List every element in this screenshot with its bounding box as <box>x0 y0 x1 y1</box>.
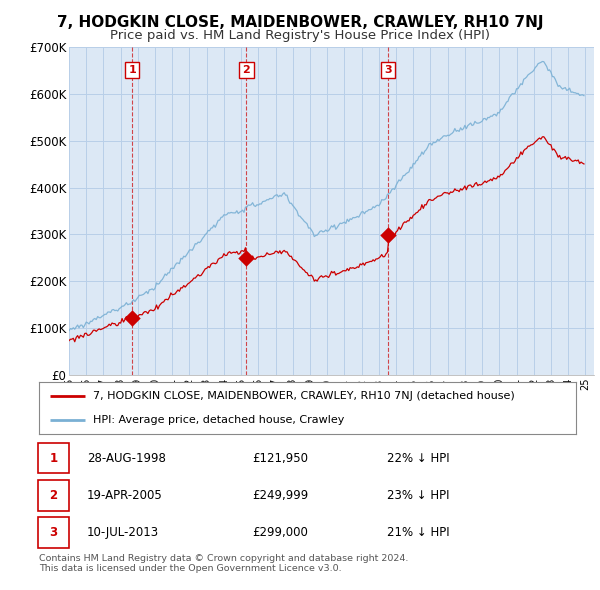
Text: £249,999: £249,999 <box>252 489 308 502</box>
Text: 2: 2 <box>242 65 250 75</box>
Text: 21% ↓ HPI: 21% ↓ HPI <box>387 526 449 539</box>
Point <box>241 253 251 263</box>
Text: 3: 3 <box>384 65 392 75</box>
Text: £299,000: £299,000 <box>252 526 308 539</box>
Text: 1: 1 <box>49 451 58 465</box>
Text: Price paid vs. HM Land Registry's House Price Index (HPI): Price paid vs. HM Land Registry's House … <box>110 30 490 42</box>
Point <box>127 313 137 322</box>
Text: HPI: Average price, detached house, Crawley: HPI: Average price, detached house, Craw… <box>93 415 344 425</box>
Text: 7, HODGKIN CLOSE, MAIDENBOWER, CRAWLEY, RH10 7NJ (detached house): 7, HODGKIN CLOSE, MAIDENBOWER, CRAWLEY, … <box>93 391 514 401</box>
Point <box>383 230 393 240</box>
Text: 1: 1 <box>128 65 136 75</box>
Text: Contains HM Land Registry data © Crown copyright and database right 2024.
This d: Contains HM Land Registry data © Crown c… <box>39 554 409 573</box>
Text: 3: 3 <box>49 526 58 539</box>
Text: 10-JUL-2013: 10-JUL-2013 <box>87 526 159 539</box>
Text: £121,950: £121,950 <box>252 451 308 465</box>
Text: 23% ↓ HPI: 23% ↓ HPI <box>387 489 449 502</box>
Text: 2: 2 <box>49 489 58 502</box>
Text: 7, HODGKIN CLOSE, MAIDENBOWER, CRAWLEY, RH10 7NJ: 7, HODGKIN CLOSE, MAIDENBOWER, CRAWLEY, … <box>57 15 543 30</box>
Text: 28-AUG-1998: 28-AUG-1998 <box>87 451 166 465</box>
Text: 22% ↓ HPI: 22% ↓ HPI <box>387 451 449 465</box>
Text: 19-APR-2005: 19-APR-2005 <box>87 489 163 502</box>
